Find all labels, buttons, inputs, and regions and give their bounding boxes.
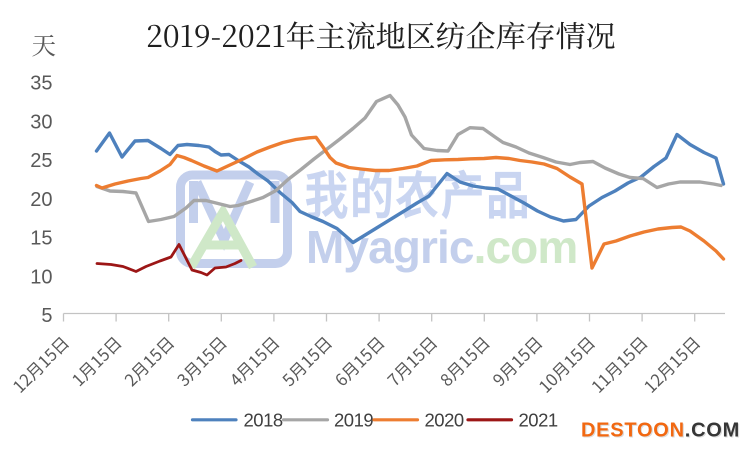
svg-text:30: 30	[30, 111, 52, 133]
svg-text:DESTOON.COM: DESTOON.COM	[581, 420, 740, 442]
svg-text:DESTOON.COM: DESTOON.COM	[582, 421, 741, 443]
svg-text:2019: 2019	[334, 410, 373, 431]
svg-text:2021: 2021	[519, 410, 558, 431]
svg-text:Myagric.com: Myagric.com	[306, 221, 577, 273]
svg-text:15: 15	[30, 228, 52, 250]
svg-text:2020: 2020	[425, 410, 464, 431]
svg-text:25: 25	[30, 150, 52, 172]
svg-text:10: 10	[30, 266, 52, 288]
svg-text:5: 5	[41, 305, 52, 327]
svg-text:35: 35	[30, 73, 52, 95]
svg-text:20: 20	[30, 189, 52, 211]
svg-text:2018: 2018	[244, 410, 283, 431]
